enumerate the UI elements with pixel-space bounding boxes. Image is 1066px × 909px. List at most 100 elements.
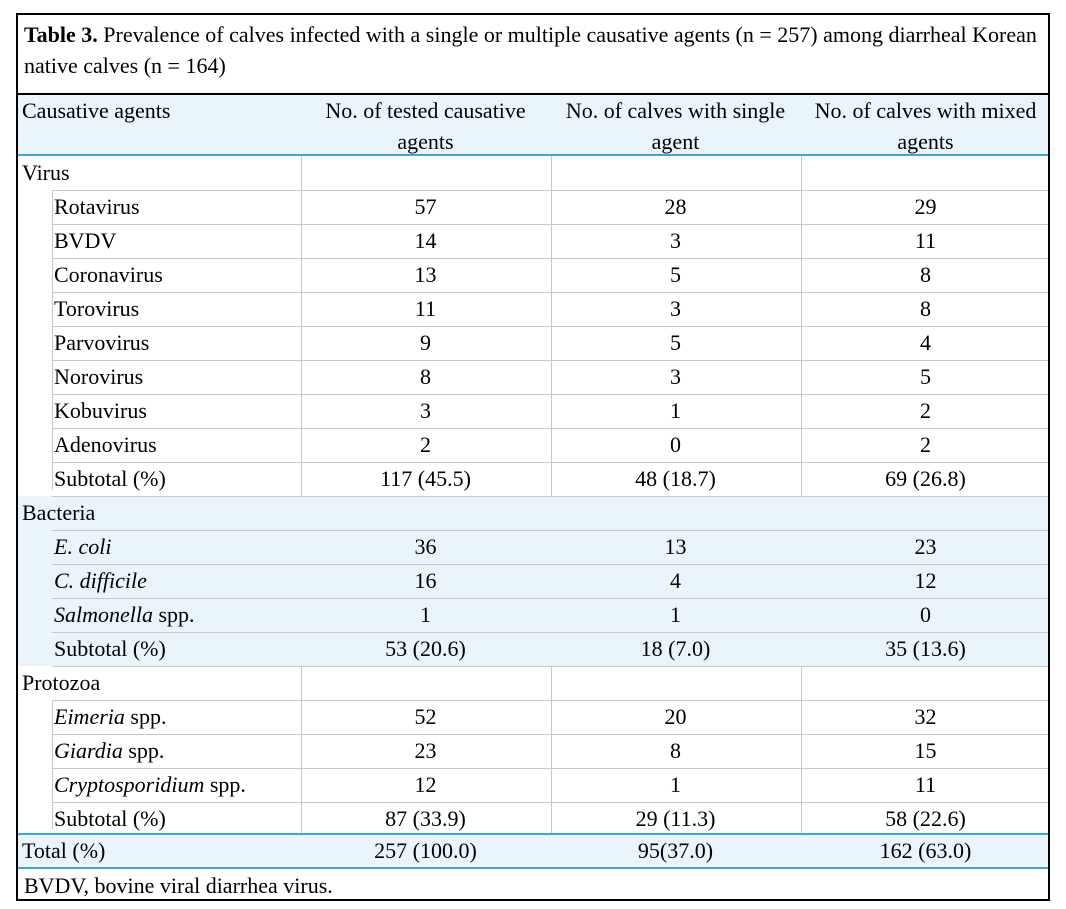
single-count: 1 [670, 602, 681, 627]
mixed-count: 11 [914, 772, 937, 797]
tested-count: 57 [414, 194, 437, 219]
tested-count: 1 [420, 602, 431, 627]
single-count: 1 [670, 772, 681, 797]
group-label: Virus [22, 160, 70, 185]
agent-name-suffix: spp. [124, 704, 167, 729]
agent-name: Rotavirus [54, 194, 140, 219]
tested-count: 14 [414, 228, 437, 253]
row-divider [52, 564, 1048, 565]
tested-count: 11 [414, 296, 437, 321]
table-row: Torovirus 11 3 8 [18, 292, 1048, 326]
single-count: 3 [670, 364, 681, 389]
table-row: Giardia spp. 23 8 15 [18, 734, 1048, 768]
agent-name: Eimeria spp. [54, 700, 166, 734]
mixed-count: 0 [920, 602, 931, 627]
single-count: 13 [664, 534, 687, 559]
row-divider [52, 258, 1048, 259]
single-count: 4 [670, 568, 681, 593]
row-divider [52, 190, 1048, 191]
single-count: 28 [664, 194, 687, 219]
single-count: 1 [670, 398, 681, 423]
total-mixed: 162 (63.0) [879, 838, 972, 863]
agent-name: Coronavirus [54, 262, 163, 287]
row-divider [52, 734, 1048, 735]
row-divider [52, 360, 1048, 361]
subtotal-row: Subtotal (%) 87 (33.9) 29 (11.3) 58 (22.6) [18, 802, 1048, 836]
tested-count: 52 [414, 704, 437, 729]
tested-count: 2 [420, 432, 431, 457]
mixed-count: 12 [914, 568, 937, 593]
row-divider [52, 292, 1048, 293]
tested-count: 9 [420, 330, 431, 355]
table-frame: Table 3. Prevalence of calves infected w… [16, 13, 1050, 901]
grid-line [52, 190, 53, 490]
agent-name-italic: Cryptosporidium [54, 772, 205, 797]
header-tested: No. of tested causative agents [325, 98, 526, 154]
agent-name: Cryptosporidium spp. [54, 768, 246, 802]
single-count: 8 [670, 738, 681, 763]
agent-name: Salmonella spp. [54, 598, 195, 632]
grid-line [551, 156, 552, 833]
single-count: 5 [670, 262, 681, 287]
grid-line [301, 156, 302, 833]
mixed-count: 2 [920, 432, 931, 457]
table-body: Virus Rotavirus 57 28 29 BVDV 14 3 11 Coronavirus… [18, 156, 1048, 836]
total-label: Total (%) [22, 838, 106, 863]
row-divider [52, 802, 1048, 803]
agent-name: Giardia spp. [54, 734, 164, 768]
tested-count: 12 [414, 772, 437, 797]
agent-name: Kobuvirus [54, 398, 147, 423]
mixed-count: 5 [920, 364, 931, 389]
tested-count: 16 [414, 568, 437, 593]
subtotal-tested: 87 (33.9) [385, 806, 466, 831]
table-row: Norovirus 8 3 5 [18, 360, 1048, 394]
table-row: Coronavirus 13 5 8 [18, 258, 1048, 292]
single-count: 3 [670, 228, 681, 253]
mixed-count: 8 [920, 296, 931, 321]
agent-name: Parvovirus [54, 330, 150, 355]
subtotal-tested: 53 (20.6) [385, 636, 466, 661]
total-tested: 257 (100.0) [374, 838, 477, 863]
table-row: Parvovirus 9 5 4 [18, 326, 1048, 360]
tested-count: 8 [420, 364, 431, 389]
agent-name: E. coli [54, 530, 111, 564]
header-mixed: No. of calves with mixed agents [814, 98, 1037, 154]
agent-name: Norovirus [54, 364, 144, 389]
table-row: E. coli 36 13 23 [18, 530, 1048, 564]
table-row: BVDV 14 3 11 [18, 224, 1048, 258]
footnote: BVDV, bovine viral diarrhea virus. [24, 873, 333, 898]
group-row: Protozoa [18, 666, 1048, 700]
subtotal-row: Subtotal (%) 53 (20.6) 18 (7.0) 35 (13.6) [18, 632, 1048, 666]
table-caption: Table 3. Prevalence of calves infected w… [18, 15, 1048, 93]
mixed-count: 23 [914, 534, 937, 559]
agent-name: C. difficile [54, 564, 147, 598]
subtotal-tested: 117 (45.5) [380, 466, 471, 491]
group-label: Protozoa [22, 670, 101, 695]
group-row: Virus [18, 156, 1048, 190]
caption-text: Prevalence of calves infected with a sin… [24, 22, 1037, 78]
single-count: 3 [670, 296, 681, 321]
table-row: Eimeria spp. 52 20 32 [18, 700, 1048, 734]
subtotal-single: 48 (18.7) [635, 466, 716, 491]
row-divider [52, 326, 1048, 327]
agent-name-suffix: spp. [122, 738, 165, 763]
row-divider [52, 530, 1048, 531]
tested-count: 13 [414, 262, 437, 287]
mixed-count: 11 [914, 228, 937, 253]
tested-count: 3 [420, 398, 431, 423]
table-row: Kobuvirus 3 1 2 [18, 394, 1048, 428]
grid-line [52, 700, 53, 830]
table-row: Adenovirus 2 0 2 [18, 428, 1048, 462]
subtotal-mixed: 58 (22.6) [885, 806, 966, 831]
agent-name-italic: Salmonella [54, 602, 153, 627]
single-count: 0 [670, 432, 681, 457]
agent-name: Torovirus [54, 296, 140, 321]
row-divider [52, 768, 1048, 769]
subtotal-mixed: 35 (13.6) [885, 636, 966, 661]
subtotal-label: Subtotal (%) [54, 636, 166, 661]
row-divider [52, 700, 1048, 701]
table-row: Salmonella spp. 1 1 0 [18, 598, 1048, 632]
table-row: Cryptosporidium spp. 12 1 11 [18, 768, 1048, 802]
agent-name-italic: Giardia [54, 738, 123, 763]
agent-name-italic: E. coli [54, 534, 112, 559]
